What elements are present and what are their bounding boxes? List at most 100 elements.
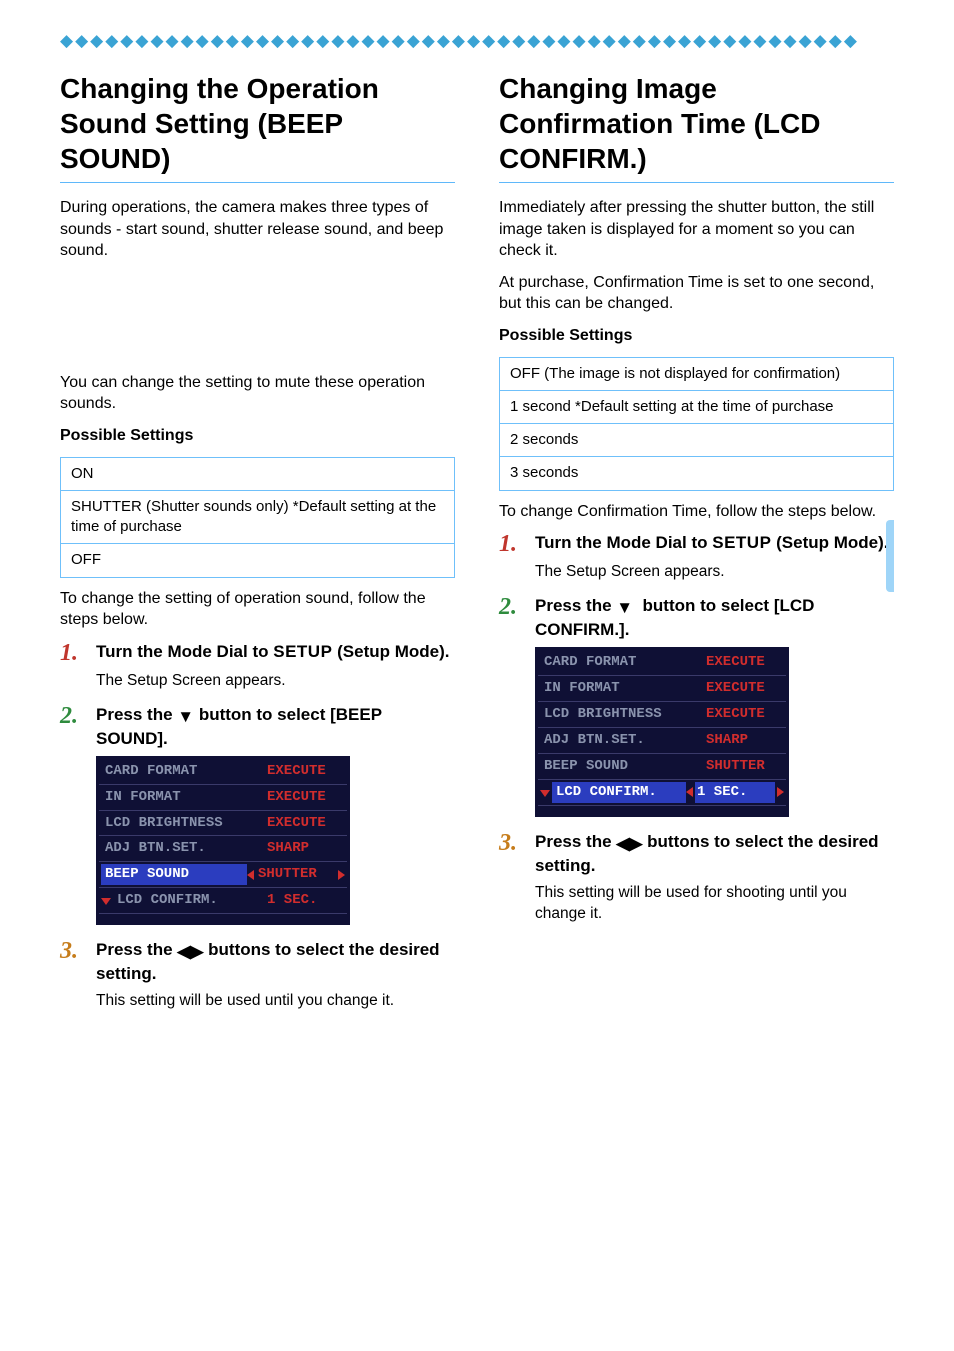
step-1-right: 1. Turn the Mode Dial to SETUP (Setup Mo… bbox=[499, 532, 894, 556]
step2-text: Press the ▼ button to select [BEEP SOUND… bbox=[96, 705, 382, 748]
lcd-bottom-bar bbox=[99, 914, 347, 922]
setup-word: SETUP bbox=[712, 533, 771, 552]
lcd-label: BEEP SOUND bbox=[101, 864, 247, 885]
lcd-row: BEEP SOUNDSHUTTER bbox=[538, 754, 786, 780]
step-1-left: 1. Turn the Mode Dial to SETUP (Setup Mo… bbox=[60, 641, 455, 665]
spacer bbox=[60, 272, 455, 372]
left-body3: To change the setting of operation sound… bbox=[60, 588, 455, 631]
settings-table-left: ON SHUTTER (Shutter sounds only) *Defaul… bbox=[60, 457, 455, 578]
decorative-diamond-row: ◆◆◆◆◆◆◆◆◆◆◆◆◆◆◆◆◆◆◆◆◆◆◆◆◆◆◆◆◆◆◆◆◆◆◆◆◆◆◆◆… bbox=[60, 30, 894, 53]
lcd-screenshot-right: CARD FORMATEXECUTE IN FORMATEXECUTE LCD … bbox=[535, 647, 789, 816]
title-rule bbox=[60, 182, 455, 183]
down-arrow-icon bbox=[101, 898, 111, 905]
step-number-icon: 2. bbox=[60, 704, 86, 750]
lcd-row: ADJ BTN.SET.SHARP bbox=[538, 728, 786, 754]
down-arrow-icon bbox=[540, 790, 550, 797]
step1-text-a: Turn the Mode Dial to bbox=[535, 533, 712, 552]
settings-row: ON bbox=[61, 458, 454, 491]
down-arrow-icon: ▼ bbox=[616, 597, 633, 619]
step-text: Press the ▼ button to select [LCD CONFIR… bbox=[535, 595, 894, 641]
settings-row: 1 second *Default setting at the time of… bbox=[500, 391, 893, 424]
two-column-layout: Changing the Operation Sound Setting (BE… bbox=[60, 71, 894, 1024]
step-1-sub-right: The Setup Screen appears. bbox=[535, 562, 894, 583]
lcd-label: CARD FORMAT bbox=[540, 652, 704, 673]
step3-text: Press the ◀▶ buttons to select the desir… bbox=[535, 832, 879, 875]
lcd-value: EXECUTE bbox=[265, 813, 345, 834]
step1-text-a: Turn the Mode Dial to bbox=[96, 642, 273, 661]
lcd-value: SHARP bbox=[704, 730, 784, 751]
lcd-value: SHUTTER bbox=[704, 756, 784, 777]
right-body3: To change Confirmation Time, follow the … bbox=[499, 501, 894, 523]
lcd-label: IN FORMAT bbox=[540, 678, 704, 699]
lcd-row: LCD BRIGHTNESSEXECUTE bbox=[99, 811, 347, 837]
lcd-value: EXECUTE bbox=[704, 704, 784, 725]
lcd-label: LCD BRIGHTNESS bbox=[540, 704, 704, 725]
lcd-row: CARD FORMATEXECUTE bbox=[99, 759, 347, 785]
lcd-label: LCD CONFIRM. bbox=[552, 782, 686, 803]
step2-text: Press the ▼ button to select [LCD CONFIR… bbox=[535, 596, 814, 639]
arrow-left-icon bbox=[686, 787, 693, 797]
settings-row: OFF bbox=[61, 544, 454, 576]
lcd-bottom-bar bbox=[538, 806, 786, 814]
down-arrow-icon: ▼ bbox=[177, 706, 194, 728]
left-body2: You can change the setting to mute these… bbox=[60, 372, 455, 415]
step1-text-b: (Setup Mode). bbox=[332, 642, 449, 661]
lcd-row: CARD FORMATEXECUTE bbox=[538, 650, 786, 676]
lcd-value: EXECUTE bbox=[704, 678, 784, 699]
step-number-icon: 1. bbox=[499, 532, 525, 556]
page-side-tab bbox=[886, 520, 894, 592]
lcd-label: BEEP SOUND bbox=[540, 756, 704, 777]
lcd-label: ADJ BTN.SET. bbox=[540, 730, 704, 751]
lcd-row-selected: BEEP SOUND SHUTTER bbox=[99, 862, 347, 888]
lcd-row-selected: LCD CONFIRM. 1 SEC. bbox=[538, 780, 786, 806]
step-text: Turn the Mode Dial to SETUP (Setup Mode)… bbox=[535, 532, 894, 556]
possible-settings-label-right: Possible Settings bbox=[499, 325, 894, 347]
left-column: Changing the Operation Sound Setting (BE… bbox=[60, 71, 455, 1024]
settings-row: 3 seconds bbox=[500, 457, 893, 489]
settings-table-right: OFF (The image is not displayed for conf… bbox=[499, 357, 894, 491]
step-number-icon: 3. bbox=[60, 939, 86, 985]
lcd-row: IN FORMATEXECUTE bbox=[99, 785, 347, 811]
left-right-arrow-icon: ◀▶ bbox=[616, 833, 642, 855]
arrow-right-icon bbox=[777, 787, 784, 797]
step-3-sub-left: This setting will be used until you chan… bbox=[96, 991, 455, 1012]
step-text: Press the ◀▶ buttons to select the desir… bbox=[535, 831, 894, 877]
step-text: Press the ▼ button to select [BEEP SOUND… bbox=[96, 704, 455, 750]
step-2-left: 2. Press the ▼ button to select [BEEP SO… bbox=[60, 704, 455, 750]
right-intro: Immediately after pressing the shutter b… bbox=[499, 197, 894, 262]
lcd-row: LCD CONFIRM.1 SEC. bbox=[99, 888, 347, 914]
lcd-row: LCD BRIGHTNESSEXECUTE bbox=[538, 702, 786, 728]
step-number-icon: 3. bbox=[499, 831, 525, 877]
settings-row: SHUTTER (Shutter sounds only) *Default s… bbox=[61, 491, 454, 545]
left-intro: During operations, the camera makes thre… bbox=[60, 197, 455, 262]
step1-text-b: (Setup Mode). bbox=[771, 533, 888, 552]
lcd-row: ADJ BTN.SET.SHARP bbox=[99, 836, 347, 862]
lcd-screenshot-left: CARD FORMATEXECUTE IN FORMATEXECUTE LCD … bbox=[96, 756, 350, 925]
title-rule bbox=[499, 182, 894, 183]
lcd-value: EXECUTE bbox=[265, 787, 345, 808]
lcd-label: ADJ BTN.SET. bbox=[101, 838, 265, 859]
step-number-icon: 2. bbox=[499, 595, 525, 641]
arrow-right-icon bbox=[338, 870, 345, 880]
lcd-label: CARD FORMAT bbox=[101, 761, 265, 782]
lcd-label: IN FORMAT bbox=[101, 787, 265, 808]
right-column: Changing Image Confirmation Time (LCD CO… bbox=[499, 71, 894, 1024]
lcd-value: 1 SEC. bbox=[265, 890, 345, 911]
section-title-right: Changing Image Confirmation Time (LCD CO… bbox=[499, 71, 894, 176]
step-3-left: 3. Press the ◀▶ buttons to select the de… bbox=[60, 939, 455, 985]
lcd-value: EXECUTE bbox=[704, 652, 784, 673]
lcd-value: 1 SEC. bbox=[695, 782, 775, 803]
step-1-sub-left: The Setup Screen appears. bbox=[96, 671, 455, 692]
settings-row: OFF (The image is not displayed for conf… bbox=[500, 358, 893, 391]
step-3-right: 3. Press the ◀▶ buttons to select the de… bbox=[499, 831, 894, 877]
lcd-value: EXECUTE bbox=[265, 761, 345, 782]
page: ◆◆◆◆◆◆◆◆◆◆◆◆◆◆◆◆◆◆◆◆◆◆◆◆◆◆◆◆◆◆◆◆◆◆◆◆◆◆◆◆… bbox=[60, 30, 894, 1024]
lcd-label: LCD BRIGHTNESS bbox=[101, 813, 265, 834]
step-text: Press the ◀▶ buttons to select the desir… bbox=[96, 939, 455, 985]
lcd-label: LCD CONFIRM. bbox=[113, 890, 265, 911]
lcd-value: SHUTTER bbox=[256, 864, 336, 885]
step-number-icon: 1. bbox=[60, 641, 86, 665]
section-title-left: Changing the Operation Sound Setting (BE… bbox=[60, 71, 455, 176]
setup-word: SETUP bbox=[273, 642, 332, 661]
possible-settings-label-left: Possible Settings bbox=[60, 425, 455, 447]
